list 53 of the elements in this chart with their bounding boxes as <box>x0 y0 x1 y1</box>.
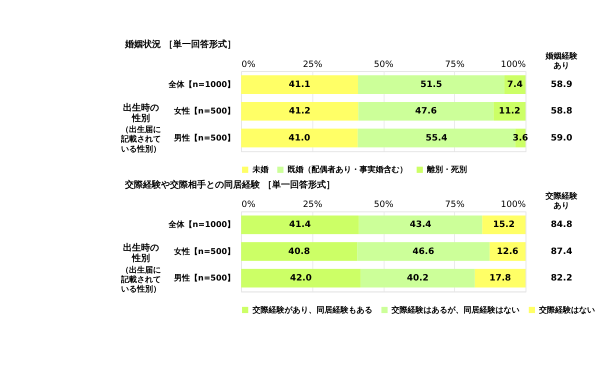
legend-label: 交際経験があり、同居経験もある <box>251 304 372 314</box>
data-label: 11.2 <box>498 106 520 117</box>
data-label: 7.4 <box>507 80 523 90</box>
chart-title: 婚姻状況 ［単一回答形式］ <box>124 39 236 50</box>
text: 出生時の性別 <box>122 242 159 264</box>
data-label: 41.0 <box>288 133 310 144</box>
x-tick-label: 50% <box>374 200 394 210</box>
y-tick-label: 全体【n=1000】 <box>167 220 236 230</box>
x-tick-label: 75% <box>445 60 465 70</box>
data-label: 41.4 <box>289 220 311 230</box>
data-label: 46.6 <box>412 246 434 257</box>
text: 58.8 <box>550 106 572 117</box>
y-tick-label: 男性【n=500】 <box>173 133 236 142</box>
x-tick-label: 0% <box>242 200 256 210</box>
x-tick-label: 0% <box>242 60 256 70</box>
text: 87.4 <box>550 246 572 257</box>
text: 交際経験あり <box>544 190 579 210</box>
text: 出生時の性別 <box>122 102 159 124</box>
chart-title: 交際経験や交際相手との同居経験 ［単一回答形式］ <box>124 179 336 190</box>
legend-label: 交際経験はない <box>538 304 596 314</box>
text: 58.9 <box>550 80 572 90</box>
text: 婚姻経験あり <box>544 51 579 70</box>
x-tick-label: 75% <box>445 200 465 210</box>
y-tick-label: 女性【n=500】 <box>173 106 236 116</box>
y-tick-label: 男性【n=500】 <box>173 274 236 283</box>
y-tick-label: 全体【n=1000】 <box>167 80 236 90</box>
text: （出生届に記載されている性別） <box>120 125 161 154</box>
data-label: 41.2 <box>288 106 311 117</box>
text: 59.0 <box>550 133 572 144</box>
x-tick-label: 100% <box>500 200 526 210</box>
legend-label: 既婚（配偶者あり・事実婚含む） <box>288 164 408 174</box>
x-tick-label: 50% <box>374 60 394 70</box>
data-label: 42.0 <box>290 274 312 284</box>
x-tick-label: 25% <box>302 200 322 210</box>
y-tick-label: 女性【n=500】 <box>173 246 236 256</box>
x-tick-label: 25% <box>302 60 322 70</box>
data-label: 47.6 <box>415 106 437 117</box>
data-label: 17.8 <box>489 274 512 284</box>
data-label: 55.4 <box>426 133 448 144</box>
legend-label: 交際経験はあるが、同居経験はない <box>390 304 520 314</box>
data-label: 40.8 <box>288 246 310 257</box>
text: 82.2 <box>550 274 572 284</box>
legend-label: 未婚 <box>251 165 268 174</box>
data-label: 43.4 <box>410 220 432 230</box>
data-label: 41.1 <box>288 80 310 90</box>
x-tick-label: 100% <box>500 60 526 70</box>
data-label: 15.2 <box>493 220 515 230</box>
text: 84.8 <box>550 220 572 230</box>
data-label: 40.2 <box>406 274 429 284</box>
text: （出生届に記載されている性別） <box>120 265 161 294</box>
data-label: 12.6 <box>496 246 518 257</box>
data-label: 51.5 <box>420 80 442 90</box>
legend-label: 離別・死別 <box>426 165 467 174</box>
